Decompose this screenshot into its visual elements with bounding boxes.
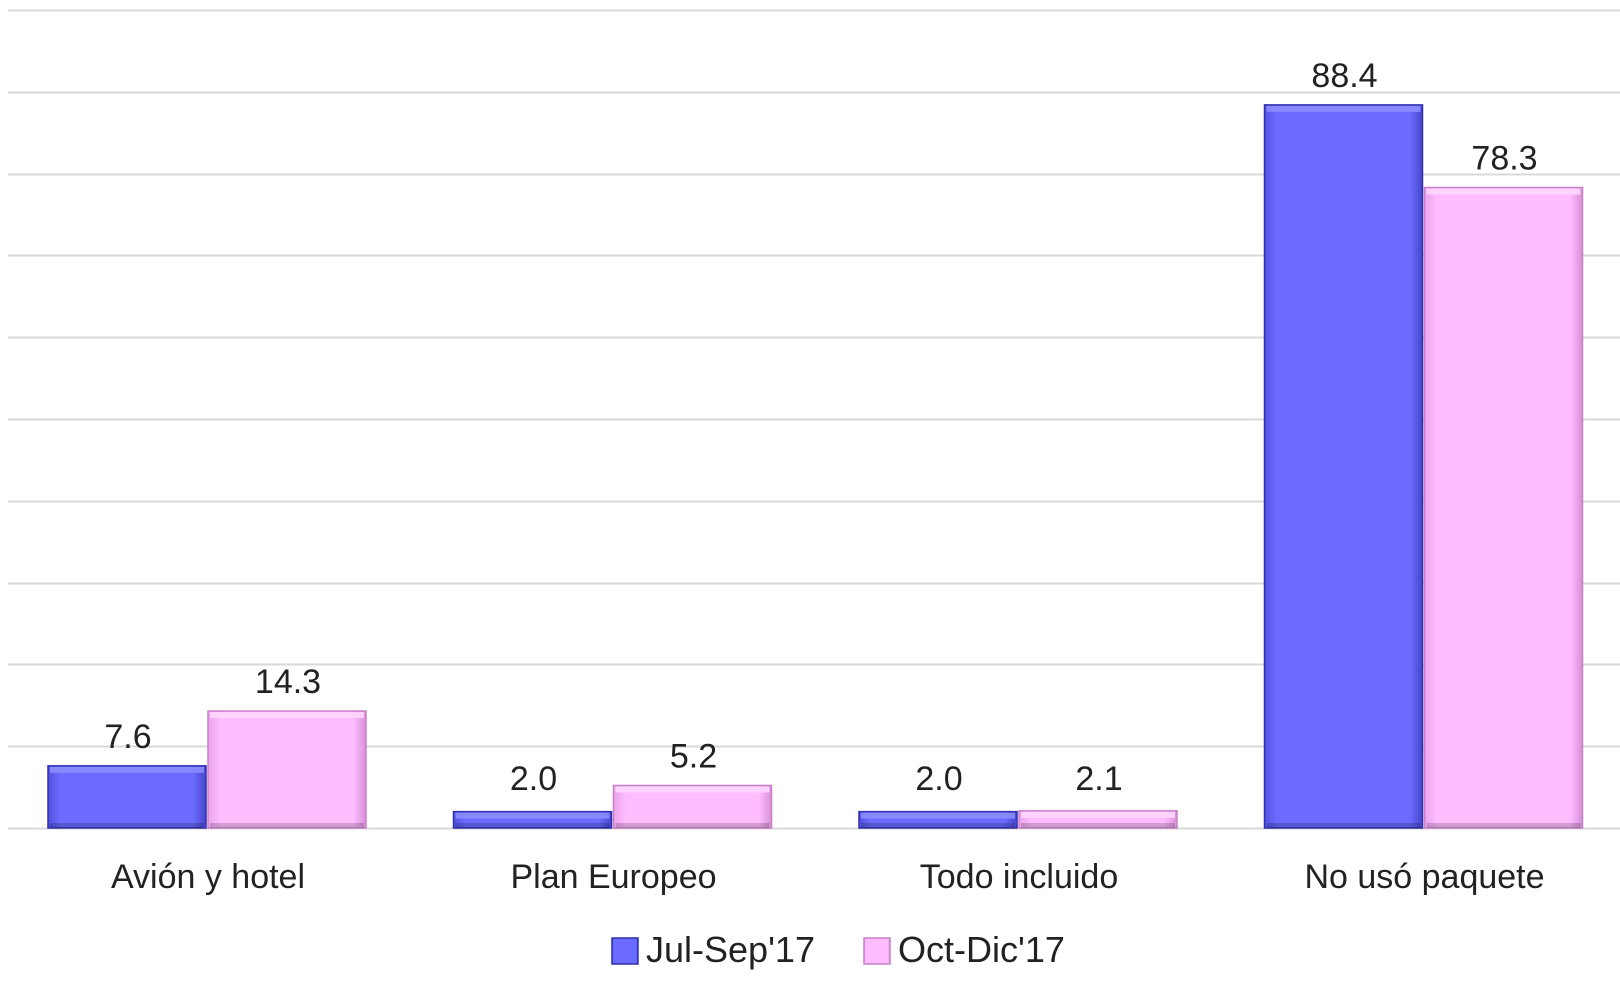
bar-shadow xyxy=(455,823,610,828)
bar-shadow xyxy=(861,823,1015,828)
x-tick-label: Plan Europeo xyxy=(510,858,716,896)
bar-shadow xyxy=(50,823,204,828)
bar-jul-sep-3 xyxy=(1263,104,1424,829)
bar-bevel xyxy=(861,812,1015,819)
bar-bevel xyxy=(1266,105,1421,112)
data-labels: 7.6 14.3 2.0 5.2 2.0 2.1 88.4 78.3 xyxy=(104,57,1537,798)
bar-oct-dic-1 xyxy=(612,784,773,829)
bar-shadow xyxy=(615,823,770,828)
legend-label: Oct-Dic'17 xyxy=(898,929,1065,970)
data-label: 88.4 xyxy=(1311,57,1377,95)
bar-oct-dic-3 xyxy=(1423,186,1584,829)
data-label: 2.1 xyxy=(1075,760,1122,798)
legend-label: Jul-Sep'17 xyxy=(646,929,815,970)
bar-shadow xyxy=(1426,823,1581,828)
x-tick-label: No usó paquete xyxy=(1304,858,1544,896)
legend-swatch xyxy=(611,937,639,965)
bar-bevel xyxy=(1021,811,1175,818)
data-label: 2.0 xyxy=(510,760,557,798)
legend: Jul-Sep'17 Oct-Dic'17 xyxy=(611,929,1065,970)
bar-shadow xyxy=(1266,823,1421,828)
data-label: 5.2 xyxy=(670,737,717,775)
bar-bevel xyxy=(50,766,204,773)
data-label: 14.3 xyxy=(255,663,321,701)
legend-swatch xyxy=(863,937,891,965)
x-tick-label: Avión y hotel xyxy=(111,858,305,896)
data-label: 2.0 xyxy=(915,760,962,798)
bar-bevel xyxy=(1426,188,1581,195)
bar-bevel xyxy=(455,812,610,819)
bar-shadow xyxy=(210,823,364,828)
bar-shadow xyxy=(1021,823,1175,828)
x-axis-tick-labels: Avión y hotel Plan Europeo Todo incluido No… xyxy=(111,858,1545,896)
data-label: 7.6 xyxy=(104,718,151,756)
bar-bevel xyxy=(210,712,364,719)
bars xyxy=(47,104,1584,829)
bar-bevel xyxy=(615,786,770,793)
bar-oct-dic-0 xyxy=(207,710,367,829)
x-tick-label: Todo incluido xyxy=(920,858,1118,896)
data-label: 78.3 xyxy=(1471,140,1537,178)
bar-jul-sep-0 xyxy=(47,765,207,829)
